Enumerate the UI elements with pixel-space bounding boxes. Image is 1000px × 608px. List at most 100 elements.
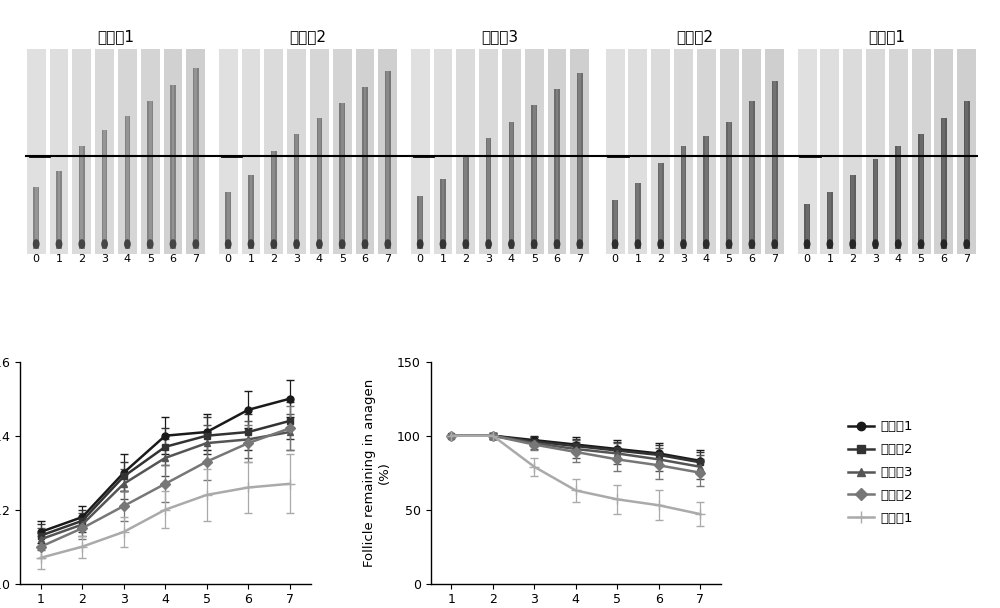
Bar bbox=[525, 49, 544, 254]
Text: 3: 3 bbox=[680, 254, 687, 264]
Ellipse shape bbox=[56, 239, 62, 249]
Text: 实施例3: 实施例3 bbox=[481, 29, 519, 44]
Bar bbox=[912, 49, 931, 254]
Bar bbox=[510, 122, 513, 249]
Ellipse shape bbox=[918, 239, 924, 249]
Bar bbox=[873, 159, 878, 249]
Bar bbox=[194, 69, 197, 249]
Ellipse shape bbox=[826, 239, 833, 249]
Text: 0: 0 bbox=[804, 254, 811, 264]
Text: 2: 2 bbox=[657, 254, 664, 264]
Bar bbox=[957, 49, 976, 254]
Bar bbox=[272, 151, 275, 249]
Ellipse shape bbox=[417, 239, 424, 249]
Ellipse shape bbox=[485, 239, 492, 249]
Bar bbox=[487, 138, 490, 249]
Ellipse shape bbox=[225, 239, 232, 249]
Text: 对照例1: 对照例1 bbox=[868, 29, 905, 44]
Bar bbox=[920, 134, 923, 249]
Bar bbox=[318, 118, 321, 249]
Text: 5: 5 bbox=[147, 254, 154, 264]
Bar bbox=[726, 122, 732, 249]
Text: 6: 6 bbox=[748, 254, 755, 264]
Ellipse shape bbox=[78, 239, 85, 249]
Text: 2: 2 bbox=[270, 254, 277, 264]
Bar bbox=[635, 184, 641, 249]
Text: 4: 4 bbox=[508, 254, 515, 264]
Bar bbox=[50, 49, 68, 254]
Bar bbox=[464, 154, 467, 249]
Text: 0: 0 bbox=[612, 254, 619, 264]
Text: 7: 7 bbox=[771, 254, 778, 264]
Ellipse shape bbox=[293, 239, 300, 249]
Ellipse shape bbox=[849, 239, 856, 249]
Bar bbox=[125, 116, 130, 249]
Text: 5: 5 bbox=[918, 254, 925, 264]
Ellipse shape bbox=[703, 239, 710, 249]
Bar bbox=[456, 49, 475, 254]
Bar bbox=[317, 118, 322, 249]
Bar bbox=[149, 102, 152, 249]
Bar bbox=[851, 175, 854, 249]
Text: 6: 6 bbox=[940, 254, 947, 264]
Bar bbox=[440, 179, 446, 249]
Text: 实施例2: 实施例2 bbox=[290, 29, 326, 44]
Bar bbox=[942, 118, 945, 249]
Bar bbox=[533, 105, 536, 249]
Text: 4: 4 bbox=[316, 254, 323, 264]
Text: 6: 6 bbox=[554, 254, 560, 264]
Bar bbox=[827, 192, 833, 249]
Ellipse shape bbox=[895, 239, 902, 249]
Bar bbox=[386, 71, 389, 249]
Text: 0: 0 bbox=[225, 254, 232, 264]
Text: 4: 4 bbox=[703, 254, 710, 264]
Bar bbox=[294, 134, 299, 249]
Bar bbox=[225, 192, 231, 249]
Ellipse shape bbox=[804, 239, 810, 249]
Text: 4: 4 bbox=[124, 254, 131, 264]
Bar bbox=[463, 154, 469, 249]
Bar bbox=[570, 49, 589, 254]
Bar bbox=[614, 200, 617, 249]
Ellipse shape bbox=[101, 239, 108, 249]
Bar bbox=[118, 49, 137, 254]
Text: 5: 5 bbox=[726, 254, 733, 264]
Ellipse shape bbox=[316, 239, 323, 249]
Bar bbox=[362, 87, 368, 249]
Text: 4: 4 bbox=[895, 254, 902, 264]
Bar bbox=[356, 49, 374, 254]
Bar bbox=[56, 171, 62, 249]
Bar bbox=[750, 102, 753, 249]
Bar bbox=[964, 102, 970, 249]
Bar bbox=[820, 49, 839, 254]
Ellipse shape bbox=[940, 239, 947, 249]
Text: 0: 0 bbox=[33, 254, 40, 264]
Text: 实施例1: 实施例1 bbox=[98, 29, 134, 44]
Bar bbox=[682, 147, 685, 249]
Ellipse shape bbox=[362, 239, 368, 249]
Bar bbox=[434, 49, 452, 254]
Ellipse shape bbox=[680, 239, 687, 249]
Ellipse shape bbox=[33, 239, 40, 249]
Bar bbox=[502, 49, 521, 254]
Ellipse shape bbox=[771, 239, 778, 249]
Text: 1: 1 bbox=[634, 254, 641, 264]
Bar bbox=[554, 89, 560, 249]
Text: 对照例2: 对照例2 bbox=[676, 29, 713, 44]
Bar bbox=[442, 179, 444, 249]
Bar bbox=[385, 71, 391, 249]
Bar bbox=[612, 200, 618, 249]
Ellipse shape bbox=[270, 239, 277, 249]
Ellipse shape bbox=[963, 239, 970, 249]
Ellipse shape bbox=[634, 239, 641, 249]
Text: 0: 0 bbox=[417, 254, 424, 264]
Ellipse shape bbox=[554, 239, 560, 249]
Bar bbox=[250, 175, 252, 249]
Text: 2: 2 bbox=[462, 254, 469, 264]
Bar bbox=[697, 49, 716, 254]
Ellipse shape bbox=[248, 239, 254, 249]
Ellipse shape bbox=[872, 239, 879, 249]
Bar bbox=[889, 49, 908, 254]
Text: 6: 6 bbox=[170, 254, 177, 264]
Bar bbox=[295, 134, 298, 249]
